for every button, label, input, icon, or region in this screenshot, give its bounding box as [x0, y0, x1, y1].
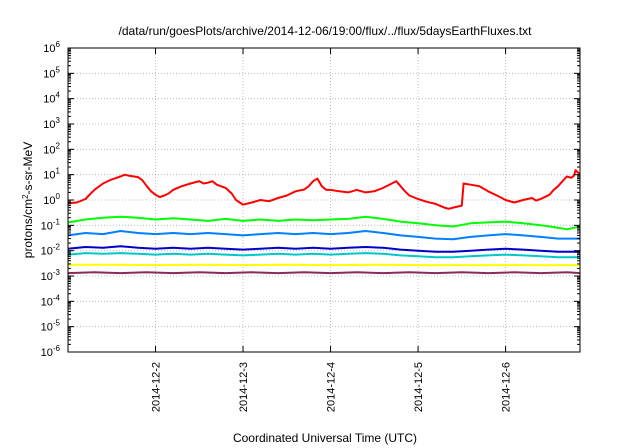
- y-tick-label: 105: [43, 65, 60, 80]
- x-tick-label: 2014-12-6: [501, 362, 513, 412]
- x-tick-label: 2014-12-4: [326, 362, 338, 412]
- y-tick-labels: 10-610-510-410-310-210-11001011021031041…: [41, 40, 61, 359]
- y-tick-exponent: -1: [53, 217, 61, 226]
- y-tick-exponent: 5: [56, 65, 61, 74]
- y-tick-label: 103: [43, 116, 60, 131]
- chart-title: /data/run/goesPlots/archive/2014-12-06/1…: [119, 24, 533, 38]
- y-axis-label-suffix: -s-sr-MeV: [21, 142, 35, 195]
- y-tick-label: 10-6: [41, 344, 61, 359]
- y-tick-exponent: -2: [53, 243, 61, 252]
- y-tick-exponent: -6: [53, 344, 61, 353]
- y-tick-base: 10: [43, 144, 55, 156]
- y-tick-exponent: 6: [56, 40, 61, 49]
- y-axis-label-prefix: protons/cm: [21, 199, 35, 258]
- series-line: [67, 215, 581, 231]
- y-axis-label-superscript: 2: [21, 194, 30, 199]
- axis-ticks: [68, 47, 580, 353]
- series-line: [67, 245, 580, 253]
- y-axis-label: protons/cm2-s-sr-MeV: [21, 142, 35, 258]
- y-tick-base: 10: [43, 68, 55, 80]
- y-tick-label: 100: [43, 192, 60, 207]
- y-tick-label: 10-3: [41, 268, 61, 283]
- y-tick-exponent: 2: [56, 141, 61, 150]
- series-lines: [67, 169, 581, 275]
- series-line: [67, 230, 580, 241]
- y-tick-label: 106: [43, 40, 60, 55]
- y-tick-exponent: 3: [56, 116, 61, 125]
- grid-lines: [68, 48, 580, 352]
- y-tick-base: 10: [43, 170, 55, 182]
- y-tick-label: 101: [43, 167, 60, 182]
- y-tick-base: 10: [43, 119, 55, 131]
- series-line: [67, 271, 581, 275]
- y-tick-base: 10: [43, 43, 55, 55]
- y-tick-base: 10: [41, 322, 53, 334]
- x-tick-labels: 2014-12-2 2014-12-3 2014-12-4 2014-12-5 2014…: [151, 362, 513, 412]
- y-tick-exponent: -4: [53, 293, 61, 302]
- y-tick-base: 10: [41, 347, 53, 359]
- x-tick-label: 2014-12-3: [238, 362, 250, 412]
- y-tick-base: 10: [41, 271, 53, 283]
- y-tick-base: 10: [41, 246, 53, 258]
- y-tick-exponent: 0: [56, 192, 61, 201]
- y-tick-base: 10: [41, 296, 53, 308]
- y-tick-label: 10-5: [41, 319, 61, 334]
- y-tick-base: 10: [43, 94, 55, 106]
- y-tick-base: 10: [43, 195, 55, 207]
- series-line: [67, 169, 581, 210]
- y-tick-exponent: -5: [53, 319, 61, 328]
- y-tick-label: 10-4: [41, 293, 61, 308]
- y-tick-label: 10-1: [41, 217, 61, 232]
- x-axis-label: Coordinated Universal Time (UTC): [233, 431, 417, 445]
- y-tick-label: 104: [43, 91, 60, 106]
- y-tick-exponent: 1: [56, 167, 61, 176]
- y-tick-label: 102: [43, 141, 60, 156]
- series-line: [67, 252, 580, 259]
- x-tick-label: 2014-12-2: [151, 362, 163, 412]
- y-tick-base: 10: [41, 220, 53, 232]
- y-tick-exponent: 4: [56, 91, 61, 100]
- y-tick-label: 10-2: [41, 243, 61, 258]
- y-tick-exponent: -3: [53, 268, 61, 277]
- x-tick-label: 2014-12-5: [413, 362, 425, 412]
